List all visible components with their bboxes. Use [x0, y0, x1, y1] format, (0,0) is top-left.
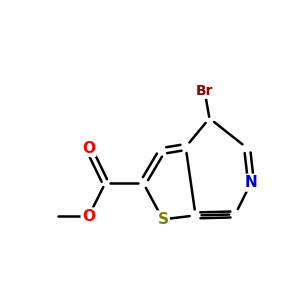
Text: N: N [245, 175, 257, 190]
Text: Br: Br [196, 84, 213, 98]
Text: O: O [82, 140, 95, 155]
Text: O: O [82, 209, 95, 224]
Text: S: S [158, 212, 168, 227]
